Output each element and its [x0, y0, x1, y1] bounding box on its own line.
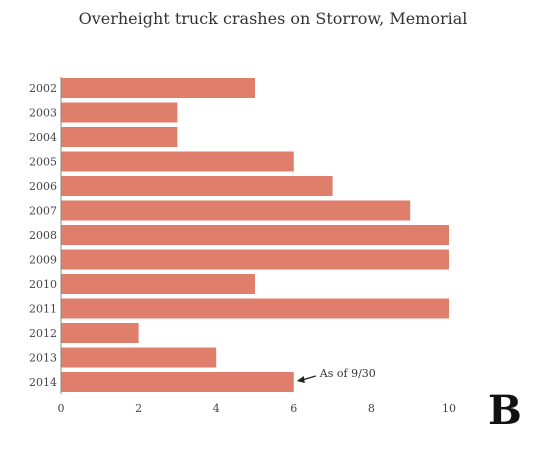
y-tick-label-2012: 2012	[29, 327, 57, 340]
y-tick-label-2014: 2014	[29, 376, 57, 389]
y-tick-label-2008: 2008	[29, 229, 57, 242]
y-tick-label-2005: 2005	[29, 156, 57, 169]
x-tick-label-0: 0	[58, 402, 65, 415]
y-tick-label-2010: 2010	[29, 278, 57, 291]
x-tick-label-8: 8	[368, 402, 375, 415]
y-tick-label-2009: 2009	[29, 254, 57, 267]
bar-2007	[61, 200, 411, 221]
y-tick-label-2003: 2003	[29, 107, 57, 120]
bar-2011	[61, 298, 449, 319]
y-tick-label-2002: 2002	[29, 82, 57, 95]
y-axis-labels: 2002 2003 2004 2005 2006 2007 2008 2009 2010 2011…	[29, 82, 57, 389]
x-tick-label-10: 10	[442, 402, 456, 415]
y-tick-label-2007: 2007	[29, 205, 57, 218]
bar-2003	[61, 102, 178, 123]
y-tick-label-2013: 2013	[29, 352, 57, 365]
bar-2004	[61, 127, 178, 147]
bar-2008	[61, 225, 449, 245]
bar-2012	[61, 323, 139, 343]
x-tick-label-6: 6	[290, 402, 297, 415]
bar-2009	[61, 249, 449, 270]
bar-2006	[61, 176, 333, 196]
bars-group	[61, 78, 449, 392]
annotation-as-of: As of 9/30	[296, 367, 376, 383]
annotation-text: As of 9/30	[319, 367, 376, 380]
annotation-arrow-head	[296, 376, 305, 383]
chart-title: Overheight truck crashes on Storrow, Mem…	[78, 9, 468, 28]
bar-2005	[61, 151, 294, 172]
x-tick-label-2: 2	[135, 402, 142, 415]
bar-2013	[61, 347, 217, 368]
bar-2010	[61, 274, 255, 294]
y-tick-label-2011: 2011	[29, 303, 57, 316]
y-tick-label-2006: 2006	[29, 180, 57, 193]
bar-2014	[61, 372, 294, 392]
x-tick-label-4: 4	[213, 402, 220, 415]
globe-logo: B	[488, 387, 522, 434]
y-tick-label-2004: 2004	[29, 131, 57, 144]
x-axis-labels: 0 2 4 6 8 10	[58, 402, 457, 415]
bar-2002	[61, 78, 255, 98]
